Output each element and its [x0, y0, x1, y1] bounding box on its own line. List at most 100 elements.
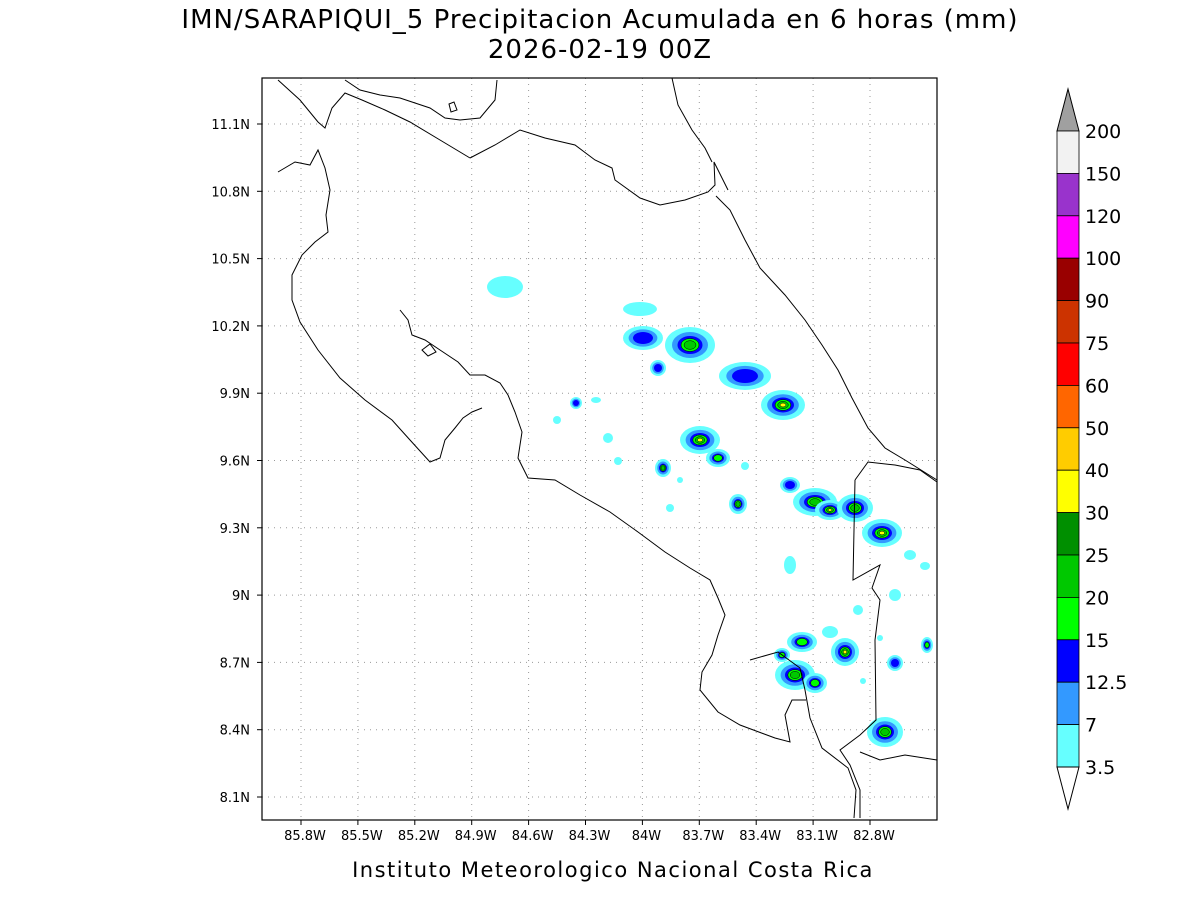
precip-cell [591, 397, 601, 403]
precip-cell [666, 504, 674, 512]
precip-cell [735, 501, 741, 507]
border [854, 461, 938, 483]
precip-cell [553, 416, 561, 424]
lat-label: 11.1N [211, 118, 250, 133]
precip-cell [891, 659, 899, 667]
coastline [671, 77, 713, 163]
colorbar-box [1056, 257, 1080, 302]
precip-cell [860, 678, 866, 684]
precip-cell [809, 498, 821, 506]
coastline [749, 651, 857, 819]
lat-label: 10.8N [211, 185, 250, 200]
precip-cell [880, 728, 890, 736]
colorbar-box [1056, 512, 1080, 556]
precip-cell [810, 679, 820, 687]
colorbar-label: 40 [1085, 460, 1109, 482]
lon-label: 82.8W [853, 829, 895, 844]
colorbar-label: 25 [1085, 545, 1109, 567]
coastline [344, 79, 498, 121]
lat-label: 8.1N [220, 791, 250, 806]
precip-cell [853, 605, 863, 615]
lat-label: 8.4N [220, 724, 250, 739]
colorbar-label: 30 [1085, 503, 1109, 525]
colorbar-box [1056, 300, 1080, 344]
border [469, 129, 729, 206]
lon-label: 84.6W [512, 829, 554, 844]
precip-cell [741, 462, 749, 470]
lon-label: 84.3W [569, 829, 611, 844]
colorbar-box [1056, 554, 1080, 598]
subtitle: 2026-02-19 00Z [488, 35, 712, 65]
colorbar-box [1056, 469, 1080, 514]
grid [262, 78, 937, 820]
lon-label: 85.8W [284, 829, 326, 844]
lat-label: 8.7N [220, 656, 250, 671]
colorbar-label: 90 [1085, 291, 1109, 313]
island [448, 101, 458, 113]
precip-cell [677, 477, 683, 483]
colorbar-label: 120 [1085, 206, 1121, 228]
colorbar-label: 75 [1085, 333, 1109, 355]
colorbar-box [1056, 681, 1080, 726]
lon-label: 83.7W [682, 829, 724, 844]
precip-cell [633, 332, 653, 344]
precip-cell [904, 550, 916, 560]
precip-cell [850, 504, 860, 512]
border [839, 479, 881, 818]
colorbar-label: 12.5 [1085, 672, 1127, 694]
colorbar-label: 15 [1085, 630, 1109, 652]
precip-cell [683, 340, 697, 350]
colorbar-label: 7 [1085, 715, 1097, 737]
colorbar-under [1056, 766, 1080, 811]
coastline [715, 195, 938, 481]
lon-label: 84W [632, 829, 662, 844]
colorbar-label: 50 [1085, 418, 1109, 440]
lat-label: 9.3N [220, 522, 250, 537]
colorbar-label: 150 [1085, 163, 1121, 185]
precip-cell [924, 641, 930, 649]
precip-cell [785, 481, 795, 489]
precip-cell [789, 671, 801, 679]
lat-label: 9.9N [220, 387, 250, 402]
precip-cell [487, 276, 523, 298]
colorbar-label: 200 [1085, 121, 1121, 143]
colorbar-box [1056, 597, 1080, 641]
precip-cell [879, 530, 885, 536]
colorbar-box [1056, 724, 1080, 768]
precip-cell [842, 649, 848, 655]
lon-label: 85.5W [341, 829, 383, 844]
coastline [399, 309, 806, 743]
lon-label: 85.2W [398, 829, 440, 844]
colorbar-label: 20 [1085, 587, 1109, 609]
colorbar-box [1056, 172, 1080, 217]
colorbar-label: 3.5 [1085, 757, 1115, 779]
precip-cell [796, 638, 808, 646]
lat-label: 10.2N [211, 320, 250, 335]
precip-cell [697, 437, 703, 443]
lon-label: 84.9W [455, 829, 497, 844]
precip-cell [877, 635, 883, 641]
coastline [277, 79, 471, 159]
precip-cell [779, 402, 787, 408]
colorbar-label: 100 [1085, 248, 1121, 270]
map-frame [261, 77, 938, 821]
coastlines [277, 77, 938, 819]
precipitation-field [487, 276, 933, 747]
precip-cell [603, 433, 613, 443]
colorbar: 200 150 120 100 90 75 60 50 40 30 25 20 15 12.5 7 3.5 [1056, 87, 1127, 811]
colorbar-box [1056, 427, 1080, 471]
colorbar-box [1056, 215, 1080, 259]
precip-cell [654, 364, 662, 372]
precip-cell [614, 457, 622, 465]
precip-cell [822, 626, 838, 638]
precip-cell [889, 589, 901, 601]
coastline [277, 148, 483, 463]
precip-cell [660, 465, 666, 471]
lon-label: 83.4W [739, 829, 781, 844]
axis-labels: 11.1N 10.8N 10.5N 10.2N 9.9N 9.6N 9.3N 9N 8.7N 8.… [211, 118, 895, 844]
lon-label: 83.1W [796, 829, 838, 844]
precip-cell [920, 562, 930, 570]
precip-cell [784, 556, 796, 574]
